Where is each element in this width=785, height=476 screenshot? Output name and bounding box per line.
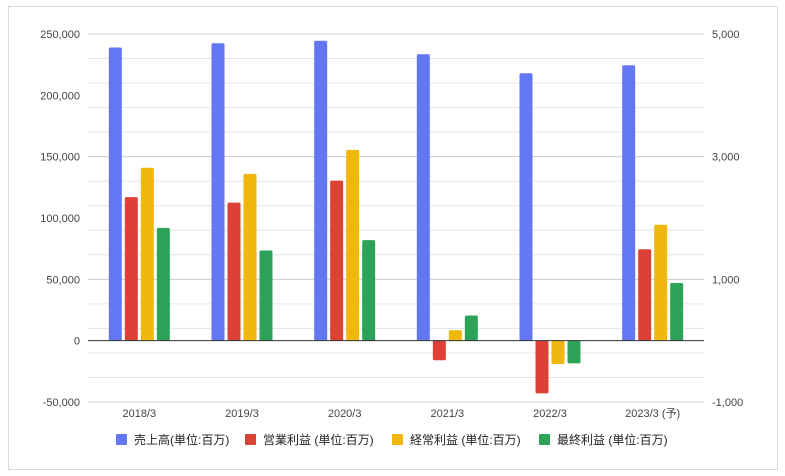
bar: [622, 65, 636, 341]
x-tick-label: 2022/3: [533, 408, 567, 420]
bar: [519, 73, 533, 341]
left-y-tick-label: -50,000: [43, 397, 80, 409]
bar: [654, 224, 668, 341]
bar: [551, 340, 565, 364]
bar: [211, 43, 225, 341]
legend: 売上高(単位:百万) 営業利益 (単位:百万) 経常利益 (単位:百万) 最終利益 (…: [116, 432, 668, 447]
x-tick-label: 2018/3: [123, 408, 157, 420]
legend-swatch: [539, 434, 550, 445]
x-tick-label: 2019/3: [225, 408, 259, 420]
legend-label: 経常利益 (単位:百万): [410, 432, 521, 447]
x-tick-label: 2021/3: [431, 408, 465, 420]
left-y-axis: 250,000 200,000 150,000 100,000 50,000 0 -50,0…: [40, 29, 80, 409]
x-tick-label: 2020/3: [328, 408, 362, 420]
left-y-tick-label: 0: [74, 336, 80, 348]
legend-item[interactable]: 売上高(単位:百万): [116, 432, 229, 447]
left-y-tick-label: 50,000: [46, 274, 80, 286]
bar: [227, 202, 241, 341]
bar: [567, 340, 581, 364]
bar: [464, 315, 478, 341]
legend-swatch: [116, 434, 127, 445]
right-y-tick-label: 3,000: [712, 152, 740, 164]
bar: [330, 180, 344, 341]
bar: [448, 330, 462, 341]
left-y-tick-label: 200,000: [40, 90, 80, 102]
legend-swatch: [392, 434, 403, 445]
bar: [416, 54, 430, 341]
right-y-axis: 5,000 3,000 1,000 -1,000: [712, 29, 743, 409]
legend-label: 営業利益 (単位:百万): [263, 432, 374, 447]
bar: [140, 167, 154, 341]
bar: [314, 40, 328, 341]
right-y-tick-label: -1,000: [712, 397, 743, 409]
left-y-tick-label: 100,000: [40, 213, 80, 225]
bar: [638, 249, 652, 341]
legend-item[interactable]: 経常利益 (単位:百万): [392, 432, 521, 447]
legend-label: 最終利益 (単位:百万): [557, 432, 668, 447]
right-y-tick-label: 1,000: [712, 274, 740, 286]
bar: [362, 240, 376, 341]
x-axis-labels: 2018/3 2019/3 2020/3 2021/3 2022/3 2023/3 (予): [123, 407, 681, 420]
bar: [670, 283, 684, 341]
legend-swatch: [245, 434, 256, 445]
right-y-tick-label: 5,000: [712, 29, 740, 41]
bar: [535, 340, 549, 394]
bar: [156, 227, 170, 341]
bars: [108, 40, 684, 394]
bar: [108, 47, 122, 341]
legend-label: 売上高(単位:百万): [134, 432, 229, 447]
left-y-tick-label: 150,000: [40, 152, 80, 164]
x-tick-label: 2023/3 (予): [625, 407, 680, 420]
bar: [243, 173, 257, 341]
left-y-tick-label: 250,000: [40, 29, 80, 41]
grid-lines: [88, 33, 704, 403]
bar: [259, 250, 273, 341]
legend-item[interactable]: 営業利益 (単位:百万): [245, 432, 374, 447]
bar: [124, 197, 138, 341]
legend-item[interactable]: 最終利益 (単位:百万): [539, 432, 668, 447]
bar: [346, 149, 360, 341]
bar: [432, 340, 446, 361]
